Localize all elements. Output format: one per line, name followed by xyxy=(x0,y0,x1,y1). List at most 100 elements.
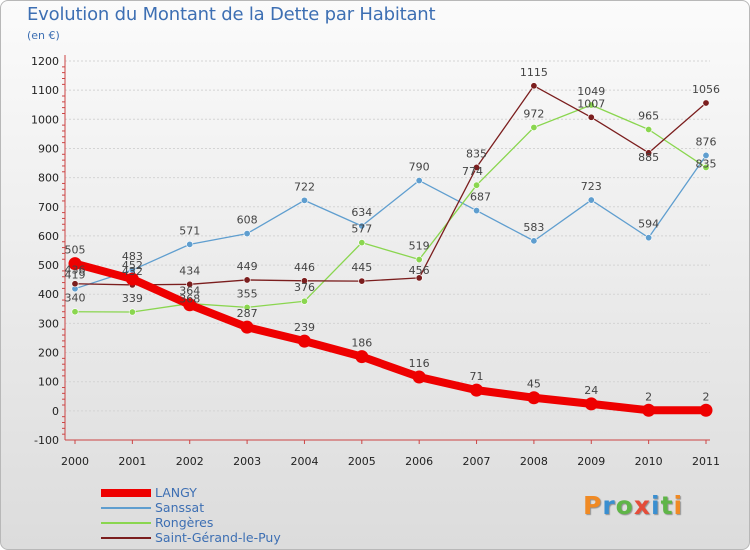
data-point xyxy=(243,276,251,284)
logo-letter: i xyxy=(651,491,661,520)
data-label: 287 xyxy=(237,307,258,320)
logo-letter: P xyxy=(583,491,603,520)
data-label: 1056 xyxy=(692,83,720,96)
data-point xyxy=(415,274,423,282)
data-label: 594 xyxy=(638,218,659,231)
y-tick-label: 100 xyxy=(38,376,59,389)
data-point xyxy=(358,222,366,230)
data-label: 432 xyxy=(122,265,143,278)
data-label: 519 xyxy=(409,240,430,253)
data-label: 1007 xyxy=(577,97,605,110)
data-point xyxy=(358,277,366,285)
data-point xyxy=(642,403,656,417)
logo-letter: x xyxy=(633,491,651,520)
data-point xyxy=(415,177,423,185)
data-point xyxy=(358,239,366,247)
series-line xyxy=(74,104,707,313)
legend-swatch xyxy=(101,489,151,497)
y-tick-label: 200 xyxy=(38,347,59,360)
data-label: 445 xyxy=(351,261,372,274)
data-point xyxy=(587,101,595,109)
data-label: 876 xyxy=(696,135,717,148)
data-label: 2 xyxy=(703,390,710,403)
series-line xyxy=(74,154,707,290)
data-label: 419 xyxy=(65,269,86,282)
data-point xyxy=(128,308,136,316)
data-point xyxy=(243,230,251,238)
data-point xyxy=(473,163,481,171)
data-point xyxy=(530,82,538,90)
x-tick-label: 2000 xyxy=(61,455,89,468)
data-label: 376 xyxy=(294,281,315,294)
data-point xyxy=(300,277,308,285)
x-tick-label: 2011 xyxy=(692,455,720,468)
data-point xyxy=(300,196,308,204)
data-label: 965 xyxy=(638,110,659,123)
data-label: 723 xyxy=(581,180,602,193)
data-label: 45 xyxy=(527,378,541,391)
data-label: 186 xyxy=(351,337,372,350)
data-label: 1049 xyxy=(577,85,605,98)
series-rong-res xyxy=(71,101,710,316)
y-tick-label: 400 xyxy=(38,288,59,301)
data-point xyxy=(415,256,423,264)
data-point xyxy=(125,272,139,286)
x-tick-label: 2001 xyxy=(118,455,146,468)
legend-label: Saint-Gérand-le-Puy xyxy=(155,530,281,545)
x-tick-label: 2005 xyxy=(348,455,376,468)
data-label: 71 xyxy=(470,370,484,383)
y-tick-label: 700 xyxy=(38,201,59,214)
data-point xyxy=(527,391,541,405)
data-point xyxy=(587,113,595,121)
legend-label: LANGY xyxy=(155,485,197,500)
y-tick-label: 600 xyxy=(38,230,59,243)
data-point xyxy=(71,308,79,316)
data-point xyxy=(71,280,79,288)
data-point xyxy=(645,149,653,157)
data-label: 446 xyxy=(294,261,315,274)
data-label: 774 xyxy=(462,165,483,178)
data-point xyxy=(355,350,369,364)
logo-letter: t xyxy=(660,491,674,520)
data-point xyxy=(587,196,595,204)
legend-swatch xyxy=(101,537,151,539)
legend-swatch xyxy=(101,522,151,524)
data-point xyxy=(300,297,308,305)
data-label: 583 xyxy=(523,221,544,234)
y-tick-label: 0 xyxy=(52,405,59,418)
data-label: 722 xyxy=(294,180,315,193)
data-label: 434 xyxy=(179,264,200,277)
logo-letter: i xyxy=(673,491,684,520)
data-point xyxy=(186,280,194,288)
data-point xyxy=(530,123,538,131)
data-label: 885 xyxy=(638,151,659,164)
series-sanssat xyxy=(71,151,710,293)
logo-letter: o xyxy=(615,491,634,520)
x-tick-label: 2002 xyxy=(176,455,204,468)
y-tick-label: 300 xyxy=(38,317,59,330)
data-point xyxy=(186,240,194,248)
y-tick-label: 800 xyxy=(38,172,59,185)
x-tick-label: 2008 xyxy=(520,455,548,468)
data-label: 505 xyxy=(65,244,86,257)
data-point xyxy=(240,320,254,334)
data-point xyxy=(470,383,484,397)
data-point xyxy=(702,163,710,171)
data-label: 339 xyxy=(122,292,143,305)
data-label: 456 xyxy=(409,264,430,277)
data-label: 483 xyxy=(122,250,143,263)
data-label: 634 xyxy=(351,206,372,219)
data-point xyxy=(183,298,197,312)
series-langy xyxy=(68,257,713,417)
data-point xyxy=(297,334,311,348)
series-line xyxy=(71,259,710,415)
y-tick-label: -100 xyxy=(34,434,59,447)
data-point xyxy=(702,151,710,159)
data-label: 972 xyxy=(523,107,544,120)
chart-subtitle: (en €) xyxy=(27,29,60,42)
data-point xyxy=(530,237,538,245)
data-label: 364 xyxy=(179,285,200,298)
data-label: 608 xyxy=(237,214,258,227)
